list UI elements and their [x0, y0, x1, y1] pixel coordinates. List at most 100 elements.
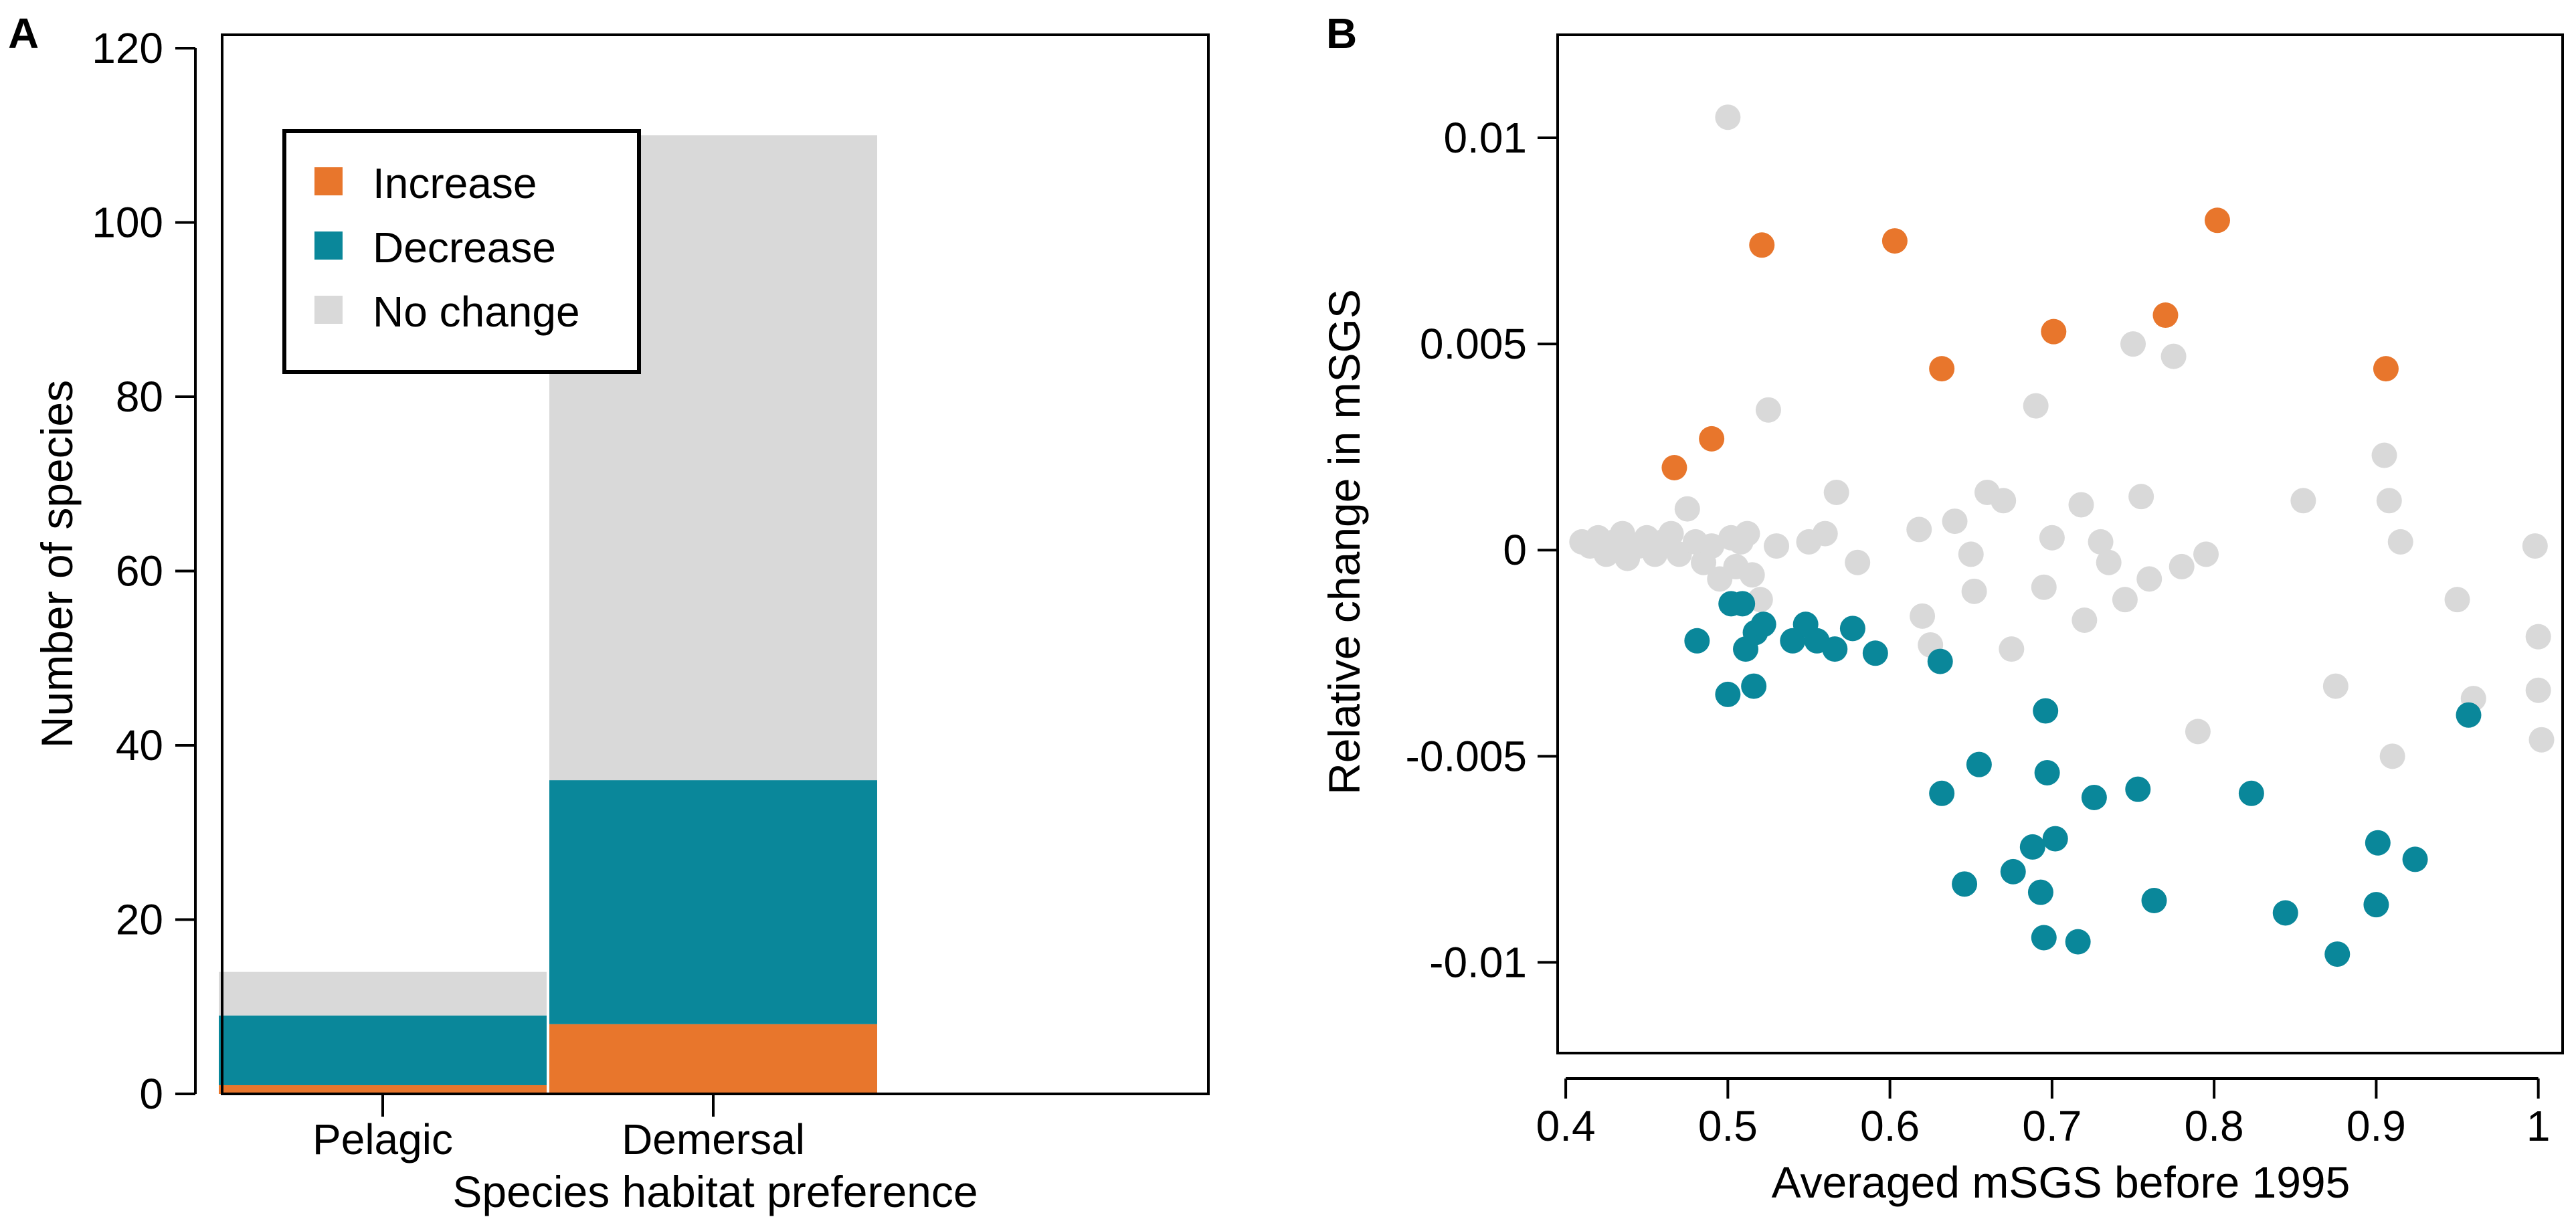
x-axis-label: Averaged mSGS before 1995 — [1772, 1157, 2351, 1207]
x-axis: Pelagic Demersal — [312, 1094, 805, 1163]
point-decrease — [2141, 888, 2167, 914]
point-increase — [1699, 426, 1725, 452]
point-decrease — [2324, 941, 2351, 967]
point-decrease — [2238, 780, 2264, 806]
y-tick-label: 0.01 — [1443, 114, 1527, 162]
x-tick-label: 0.4 — [1536, 1102, 1596, 1150]
point-no-change — [1734, 521, 1760, 547]
point-no-change — [2096, 549, 2122, 575]
point-no-change — [2023, 393, 2049, 419]
point-decrease — [1862, 640, 1888, 666]
point-no-change — [2322, 673, 2349, 699]
point-decrease — [1822, 636, 1848, 662]
point-no-change — [2525, 677, 2551, 703]
point-no-change — [2444, 587, 2470, 613]
point-no-change — [1812, 521, 1838, 547]
point-no-change — [1845, 549, 1871, 575]
point-decrease — [2456, 702, 2482, 728]
y-tick-label: 0 — [139, 1070, 163, 1118]
legend-swatch-increase — [314, 167, 343, 195]
point-no-change — [2072, 607, 2098, 633]
point-no-change — [2185, 719, 2211, 745]
point-no-change — [1991, 488, 2017, 514]
point-decrease — [1741, 673, 1767, 699]
scatter-points — [1569, 104, 2555, 967]
bar-pelagic-decrease — [219, 1015, 547, 1085]
x-tick-label: Demersal — [622, 1115, 805, 1163]
legend-label-decrease: Decrease — [373, 223, 556, 272]
x-tick-label: Pelagic — [312, 1115, 453, 1163]
point-no-change — [1755, 397, 1781, 423]
y-tick-label: 20 — [116, 896, 163, 944]
point-no-change — [1958, 541, 1984, 567]
point-no-change — [1942, 508, 1968, 535]
panel-a-letter: A — [8, 9, 39, 58]
point-decrease — [2065, 929, 2091, 955]
point-decrease — [1952, 871, 1978, 897]
point-decrease — [1715, 681, 1741, 707]
point-no-change — [2376, 488, 2402, 514]
point-no-change — [2525, 624, 2551, 650]
point-increase — [2041, 318, 2067, 345]
point-decrease — [1750, 612, 1776, 638]
y-tick-label: 0 — [1503, 526, 1527, 574]
legend-label-no-change: No change — [373, 288, 580, 336]
bar-pelagic-no-change — [219, 971, 547, 1016]
legend-box — [282, 129, 641, 374]
point-decrease — [1929, 780, 1955, 806]
point-no-change — [2120, 331, 2146, 357]
x-tick-label: 0.8 — [2185, 1102, 2244, 1150]
x-tick-label: 1 — [2526, 1102, 2551, 1150]
point-decrease — [2365, 830, 2391, 856]
y-tick-label: 40 — [116, 721, 163, 769]
y-tick-label: -0.01 — [1429, 938, 1527, 986]
point-decrease — [2042, 826, 2068, 852]
point-no-change — [2112, 587, 2138, 613]
point-no-change — [1715, 104, 1741, 130]
panel-b-letter: B — [1326, 9, 1357, 58]
point-no-change — [2371, 442, 2397, 468]
point-no-change — [2039, 525, 2065, 551]
point-no-change — [2290, 488, 2316, 514]
point-no-change — [1739, 562, 1765, 588]
point-increase — [1929, 356, 1955, 382]
point-no-change — [2193, 541, 2219, 567]
point-no-change — [1674, 496, 1700, 522]
point-no-change — [1906, 517, 1932, 543]
point-decrease — [2272, 900, 2298, 926]
point-no-change — [2068, 492, 2094, 518]
legend-swatch-decrease — [314, 231, 343, 260]
point-no-change — [1658, 521, 1684, 547]
y-axis: 0 20 40 60 80 100 120 — [92, 24, 197, 1118]
point-decrease — [1927, 648, 1953, 674]
point-no-change — [1823, 479, 1849, 505]
point-no-change — [1699, 533, 1725, 559]
point-increase — [1881, 228, 1908, 254]
point-decrease — [2027, 879, 2053, 905]
point-no-change — [2128, 484, 2154, 510]
point-no-change — [2160, 343, 2187, 369]
point-increase — [1661, 455, 1687, 481]
point-no-change — [2031, 574, 2057, 600]
y-tick-label: 100 — [92, 199, 163, 247]
point-no-change — [2088, 529, 2114, 555]
point-decrease — [2402, 846, 2428, 872]
panel-a-bar-chart: A 0 20 40 60 80 100 120 Pelagic Demersal Number… — [8, 9, 1210, 1216]
point-no-change — [2522, 533, 2548, 559]
plot-frame — [1556, 33, 2564, 1054]
point-no-change — [2379, 743, 2405, 769]
point-increase — [1749, 232, 1775, 258]
point-decrease — [2034, 759, 2060, 785]
point-decrease — [2081, 784, 2107, 810]
plot-frame — [221, 33, 1210, 1095]
y-tick-label: -0.005 — [1406, 732, 1527, 780]
x-tick-label: 0.9 — [2347, 1102, 2406, 1150]
point-decrease — [2125, 776, 2151, 802]
point-no-change — [1764, 533, 1790, 559]
point-increase — [2373, 356, 2399, 382]
y-tick-label: 120 — [92, 24, 163, 72]
legend: Increase Decrease No change — [282, 129, 641, 374]
y-tick-label: 0.005 — [1420, 320, 1527, 368]
